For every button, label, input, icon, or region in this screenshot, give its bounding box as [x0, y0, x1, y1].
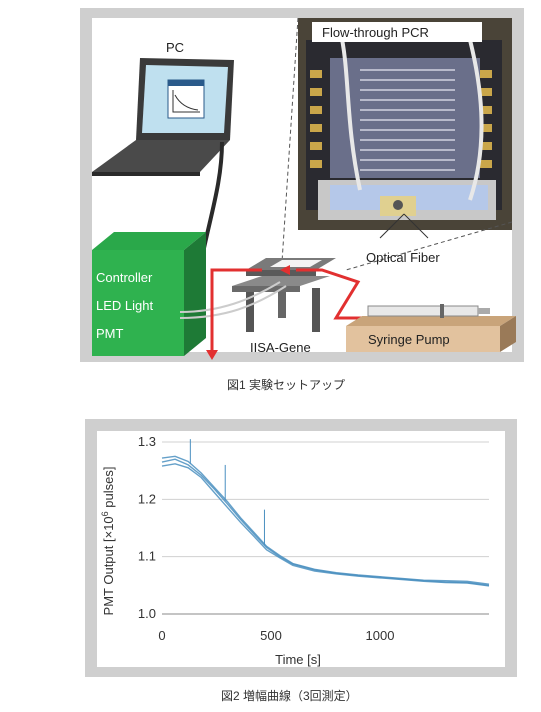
zoom-line [345, 221, 513, 271]
pc-label: PC [166, 40, 184, 55]
tick-labels: 1.0 1.1 1.2 1.3 0 500 1000 [138, 434, 395, 643]
series-line [161, 455, 490, 585]
iisa-gene-label: IISA-Gene [250, 340, 311, 355]
flow-tube [210, 268, 262, 352]
optical-fiber-label: Optical Fiber [366, 250, 440, 265]
x-axis-label: Time [s] [275, 652, 321, 667]
led-label: LED Light [96, 298, 153, 313]
figure2-panel [97, 431, 505, 667]
fiber-pointer [403, 213, 429, 239]
figure1-caption: 図1 実験セットアップ [227, 378, 346, 392]
setup-diagram: PC Controller LED Light PMT [92, 17, 516, 360]
syringe-pump [346, 304, 516, 352]
x-tick-label: 500 [260, 628, 282, 643]
y-tick-label: 1.0 [138, 606, 156, 621]
y-tick-label: 1.2 [138, 491, 156, 506]
y-tick-label: 1.1 [138, 549, 156, 564]
x-tick-label: 1000 [366, 628, 395, 643]
syringe-pump-label: Syringe Pump [368, 332, 450, 347]
figure2-caption: 図2 増幅曲線（3回測定） [221, 689, 358, 703]
iisa-gene-device [232, 258, 336, 332]
laptop-icon [92, 58, 234, 176]
y-tick-label: 1.3 [138, 434, 156, 449]
series-line [161, 458, 490, 586]
series-group [161, 439, 490, 587]
x-tick-label: 0 [158, 628, 165, 643]
zoom-line [281, 17, 299, 263]
flow-pcr-label: Flow-through PCR [322, 25, 429, 40]
grid [162, 441, 489, 615]
series-line [161, 463, 490, 587]
controller-box [92, 232, 206, 356]
controller-label: Controller [96, 270, 153, 285]
flow-arrow-icon [280, 265, 290, 275]
y-axis-label: PMT Output [×106 pulses] [100, 467, 116, 616]
flow-arrow-icon [206, 350, 218, 360]
fiber-line [179, 285, 287, 319]
pcr-photo [298, 18, 512, 230]
fiber-line [179, 281, 281, 313]
flow-tube [296, 268, 372, 320]
fiber-pointer [379, 213, 405, 239]
pmt-label: PMT [96, 326, 124, 341]
